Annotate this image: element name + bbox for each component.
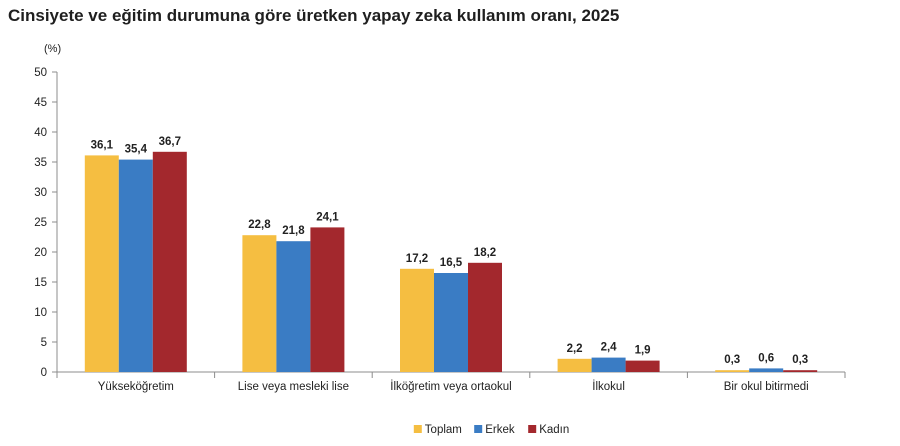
bar	[118, 159, 153, 372]
data-label: 36,7	[159, 136, 181, 148]
y-tick-label: 0	[41, 367, 47, 379]
legend-swatch	[474, 425, 483, 433]
y-tick-label: 10	[34, 307, 47, 319]
y-tick-label: 25	[34, 217, 47, 229]
y-tick-label: 30	[34, 187, 47, 199]
legend-label: Kadın	[539, 424, 569, 436]
bar	[152, 151, 187, 372]
bar	[749, 368, 784, 372]
y-tick-label: 20	[34, 247, 47, 259]
bar	[276, 241, 311, 372]
bar	[625, 360, 660, 372]
x-category-label: Yükseköğretim	[98, 381, 174, 393]
data-label: 17,2	[406, 253, 428, 265]
x-category-label: Bir okul bitirmedi	[724, 381, 809, 393]
data-label: 2,2	[567, 343, 583, 355]
y-tick-label: 45	[34, 97, 47, 109]
bar	[310, 227, 345, 372]
data-label: 16,5	[440, 257, 463, 269]
bar	[783, 370, 818, 372]
y-tick-label: 40	[34, 127, 47, 139]
y-tick-label: 35	[34, 157, 47, 169]
data-label: 21,8	[282, 225, 305, 237]
bar	[715, 370, 750, 372]
data-label: 22,8	[248, 219, 271, 231]
y-tick-label: 15	[34, 277, 47, 289]
bar	[468, 262, 502, 372]
y-tick-label: 50	[34, 67, 47, 79]
data-label: 36,1	[91, 139, 114, 151]
legend-swatch	[528, 425, 537, 433]
bar	[84, 155, 119, 372]
data-label: 0,6	[758, 352, 774, 364]
data-label: 35,4	[125, 144, 148, 156]
bar	[242, 235, 277, 372]
x-category-label: Lise veya mesleki lise	[238, 381, 349, 393]
y-tick-label: 5	[41, 337, 47, 349]
data-label: 24,1	[316, 211, 339, 223]
data-label: 0,3	[724, 354, 740, 366]
data-label: 18,2	[474, 247, 496, 259]
data-label: 2,4	[601, 342, 618, 354]
legend-swatch	[413, 425, 422, 433]
bar	[400, 268, 434, 372]
chart-title: Cinsiyete ve eğitim durumuna göre üretke…	[8, 6, 620, 25]
bar	[591, 357, 626, 372]
bar	[434, 273, 468, 372]
y-axis-unit-label: (%)	[44, 43, 61, 55]
legend-label: Toplam	[425, 424, 462, 436]
bar	[557, 358, 592, 372]
x-category-label: İlkokul	[592, 380, 625, 393]
x-category-label: İlköğretim veya ortaokul	[390, 380, 511, 393]
data-label: 1,9	[635, 345, 651, 357]
data-label: 0,3	[792, 354, 808, 366]
legend-label: Erkek	[485, 424, 515, 436]
